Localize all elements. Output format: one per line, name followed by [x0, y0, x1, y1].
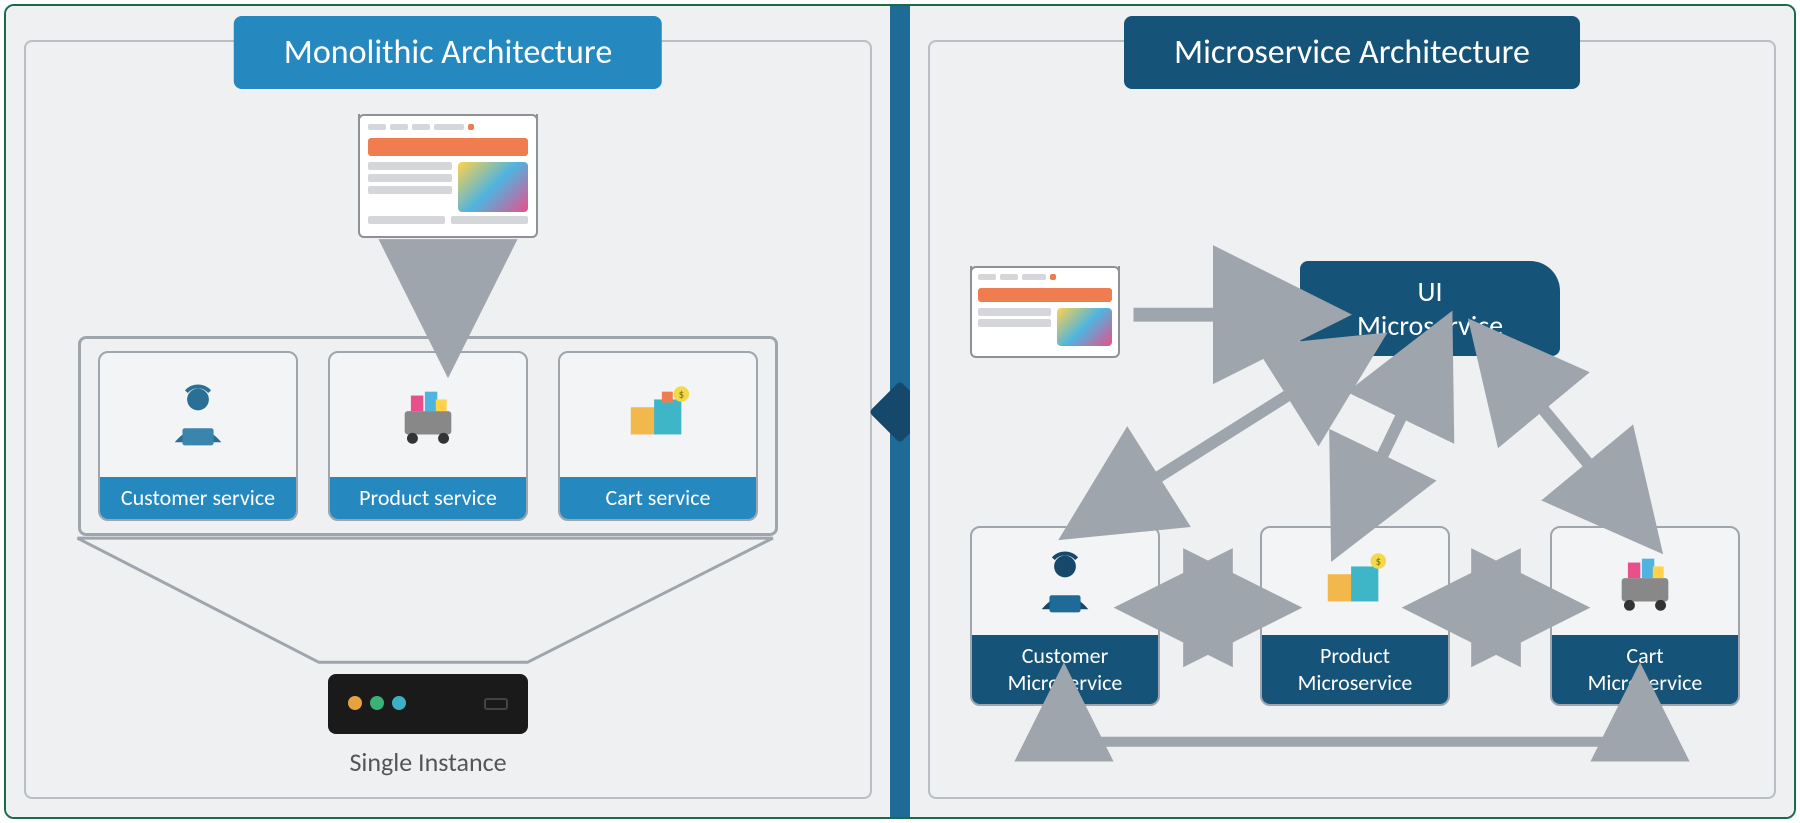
ui-ms-line2: Microservice: [1310, 309, 1550, 343]
ui-microservice-node: UI Microservice: [1300, 261, 1560, 356]
card-product-ms: $ ProductMicroservice: [1260, 526, 1450, 706]
cart-icon: $: [1262, 528, 1448, 635]
right-panel: Microservice Architecture Client Browser…: [910, 6, 1794, 817]
left-browser-group: Client Browser: [358, 114, 538, 142]
card-cart-service: $ Cart service: [558, 351, 758, 521]
card-label: Customer service: [100, 477, 296, 519]
left-panel: Monolithic Architecture Client Browser C…: [6, 6, 890, 817]
product-icon: [1552, 528, 1738, 635]
ui-ms-line1: UI: [1310, 275, 1550, 309]
card-cart-ms: CartMicroservice: [1550, 526, 1740, 706]
server-label: Single Instance: [328, 746, 528, 778]
client-browser-icon: [358, 114, 538, 238]
left-title: Monolithic Architecture: [234, 16, 662, 89]
right-title: Microservice Architecture: [1124, 16, 1580, 89]
card-label: ProductMicroservice: [1262, 635, 1448, 704]
customer-icon: [100, 353, 296, 477]
card-product-service: Product service: [328, 351, 528, 521]
diagram-canvas: Monolithic Architecture Client Browser C…: [4, 4, 1796, 819]
card-label: CustomerMicroservice: [972, 635, 1158, 704]
server-icon: [328, 674, 528, 734]
client-browser-icon: [970, 266, 1120, 358]
product-icon: [330, 353, 526, 477]
center-divider: [890, 6, 910, 817]
right-browser-group: Client Browser: [970, 266, 1120, 294]
svg-text:$: $: [1376, 554, 1382, 567]
card-label: Cart service: [560, 477, 756, 519]
card-customer-ms: CustomerMicroservice: [970, 526, 1160, 706]
card-customer-service: Customer service: [98, 351, 298, 521]
card-label: CartMicroservice: [1552, 635, 1738, 704]
cart-icon: $: [560, 353, 756, 477]
customer-icon: [972, 528, 1158, 635]
card-label: Product service: [330, 477, 526, 519]
svg-text:$: $: [679, 388, 685, 401]
